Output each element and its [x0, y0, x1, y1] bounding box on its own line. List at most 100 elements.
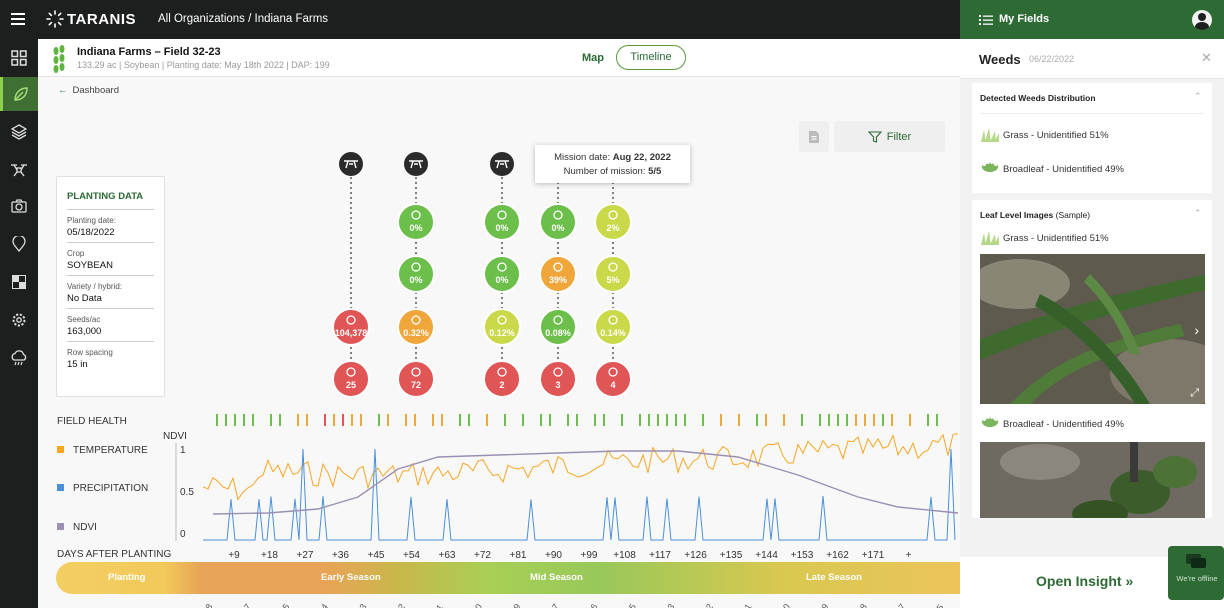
field-health-tick: [639, 414, 641, 426]
weeds-bubble[interactable]: [594, 360, 632, 398]
leaf-broadleaf-item: Broadleaf - Unidentified 49%: [980, 415, 1124, 433]
season-early: Early Season: [321, 572, 381, 583]
planting-data-row: Crop SOYBEAN: [67, 243, 154, 276]
field-health-tick: [846, 414, 848, 426]
field-health-tick: [909, 414, 911, 426]
grass-leaf-image[interactable]: › ⤢: [980, 254, 1205, 404]
taranis-logo[interactable]: TARANIS: [46, 10, 136, 28]
branching-bubble[interactable]: [539, 203, 577, 241]
ndvi-bubble-icon: [553, 262, 563, 272]
field-health-tick: [738, 414, 740, 426]
branching-bubble[interactable]: [483, 203, 521, 241]
checkerboard-icon[interactable]: [0, 265, 38, 299]
broadleaf-leaf-image[interactable]: [980, 442, 1205, 518]
dap-tick: +126: [684, 550, 707, 561]
branching-bubble[interactable]: [594, 203, 632, 241]
drone-icon[interactable]: [0, 153, 38, 187]
weeds-bubble[interactable]: [397, 360, 435, 398]
field-health-tick: [801, 414, 803, 426]
ndvi-bubble[interactable]: [483, 255, 521, 293]
ndvi-swatch: [57, 523, 64, 530]
weeds-bubble[interactable]: [332, 360, 370, 398]
stand-count-bubble-value: 104,378: [335, 328, 368, 338]
settings-gear-icon[interactable]: [0, 303, 38, 337]
date-tick: 09/30: [771, 602, 792, 608]
ndvi-bubble[interactable]: [594, 255, 632, 293]
my-fields-title[interactable]: My Fields: [999, 13, 1050, 25]
stand-count-bubble[interactable]: [332, 308, 370, 346]
grass-weed-item: Grass - Unidentified 51%: [980, 127, 1109, 143]
disease-bubble-value: 0.14%: [600, 328, 626, 338]
planting-data-label: Row spacing: [67, 348, 113, 357]
disease-bubble[interactable]: [539, 308, 577, 346]
date-tick: 06/14: [309, 602, 330, 608]
field-health-tick: [387, 414, 389, 426]
field-title: Indiana Farms – Field 32-23: [77, 46, 221, 58]
weeds-bubble-icon: [608, 367, 618, 377]
date-tick: 10/27: [886, 602, 907, 608]
planting-data-value: 15 in: [67, 359, 88, 370]
camera-icon[interactable]: [0, 189, 38, 223]
tooltip-date-value: Aug 22, 2022: [612, 152, 671, 163]
field-health-tick: [675, 414, 677, 426]
tab-map[interactable]: Map: [582, 52, 604, 64]
tab-timeline[interactable]: Timeline: [616, 45, 686, 70]
dap-tick: +90: [545, 550, 562, 561]
weeds-bubble-icon: [411, 367, 421, 377]
chevron-right-icon[interactable]: ›: [1194, 322, 1199, 338]
date-tick: 10/18: [848, 602, 869, 608]
leaf-icon[interactable]: [0, 77, 38, 111]
filter-icon: [867, 130, 882, 143]
close-icon[interactable]: ✕: [1201, 50, 1212, 65]
chat-icon: [1186, 554, 1206, 568]
dap-tick: +54: [403, 550, 420, 561]
weeds-header: Weeds 06/22/2022 ✕: [960, 39, 1224, 79]
field-health-tick: [378, 414, 380, 426]
soybean-crop-icon: [53, 45, 65, 73]
dap-tick: +72: [474, 550, 491, 561]
filter-button[interactable]: Filter: [834, 121, 945, 152]
field-header: Indiana Farms – Field 32-23 133.29 ac | …: [38, 39, 960, 77]
chevron-up-icon-2[interactable]: ⌃: [1194, 208, 1202, 218]
disease-bubble[interactable]: [397, 308, 435, 346]
open-insight-button[interactable]: Open Insight »: [1036, 573, 1134, 589]
weeds-bubble[interactable]: [483, 360, 521, 398]
field-health-tick: [333, 414, 335, 426]
precipitation-series: [203, 448, 956, 541]
field-health-tick: [882, 414, 884, 426]
document-icon: [809, 130, 819, 143]
ndvi-axis-tick: 0.5: [180, 487, 194, 498]
ndvi-bubble[interactable]: [397, 255, 435, 293]
weeds-bubble-value: 2: [499, 380, 504, 390]
disease-bubble[interactable]: [483, 308, 521, 346]
weeds-bubble-icon: [553, 367, 563, 377]
stand-count-bubble-icon: [346, 315, 356, 325]
report-button[interactable]: [799, 121, 829, 152]
top-bar: TARANIS All Organizations / Indiana Farm…: [0, 0, 960, 39]
location-pin-icon[interactable]: [0, 227, 38, 261]
expand-icon[interactable]: ⤢: [1190, 387, 1199, 399]
layers-icon[interactable]: [0, 115, 38, 149]
leaf-title-text: Leaf Level Images: [980, 210, 1054, 220]
disease-bubble[interactable]: [594, 308, 632, 346]
dashboard-grid-icon[interactable]: [0, 41, 38, 75]
temperature-series: [202, 433, 959, 501]
weeds-date: 06/22/2022: [1029, 54, 1075, 64]
breadcrumb[interactable]: All Organizations / Indiana Farms: [158, 13, 329, 25]
broadleaf-weed-item: Broadleaf - Unidentified 49%: [980, 160, 1124, 178]
chat-status: We're offline: [1176, 574, 1218, 583]
disease-bubble-value: 0.08%: [545, 328, 571, 338]
cloud-rain-icon[interactable]: [0, 341, 38, 375]
chevron-up-icon[interactable]: ⌃: [1194, 91, 1202, 101]
weeds-bubble[interactable]: [539, 360, 577, 398]
ndvi-bubble[interactable]: [539, 255, 577, 293]
branching-bubble[interactable]: [397, 203, 435, 241]
menu-icon[interactable]: [11, 13, 25, 25]
back-to-dashboard[interactable]: ← Dashboard: [58, 85, 119, 96]
ndvi-bubble-icon: [411, 262, 421, 272]
field-health-tick: [684, 414, 686, 426]
user-avatar-icon[interactable]: [1192, 10, 1212, 30]
field-health-tick: [594, 414, 596, 426]
chat-widget[interactable]: We're offline: [1168, 546, 1224, 600]
tooltip-date-label: Mission date:: [554, 152, 611, 163]
